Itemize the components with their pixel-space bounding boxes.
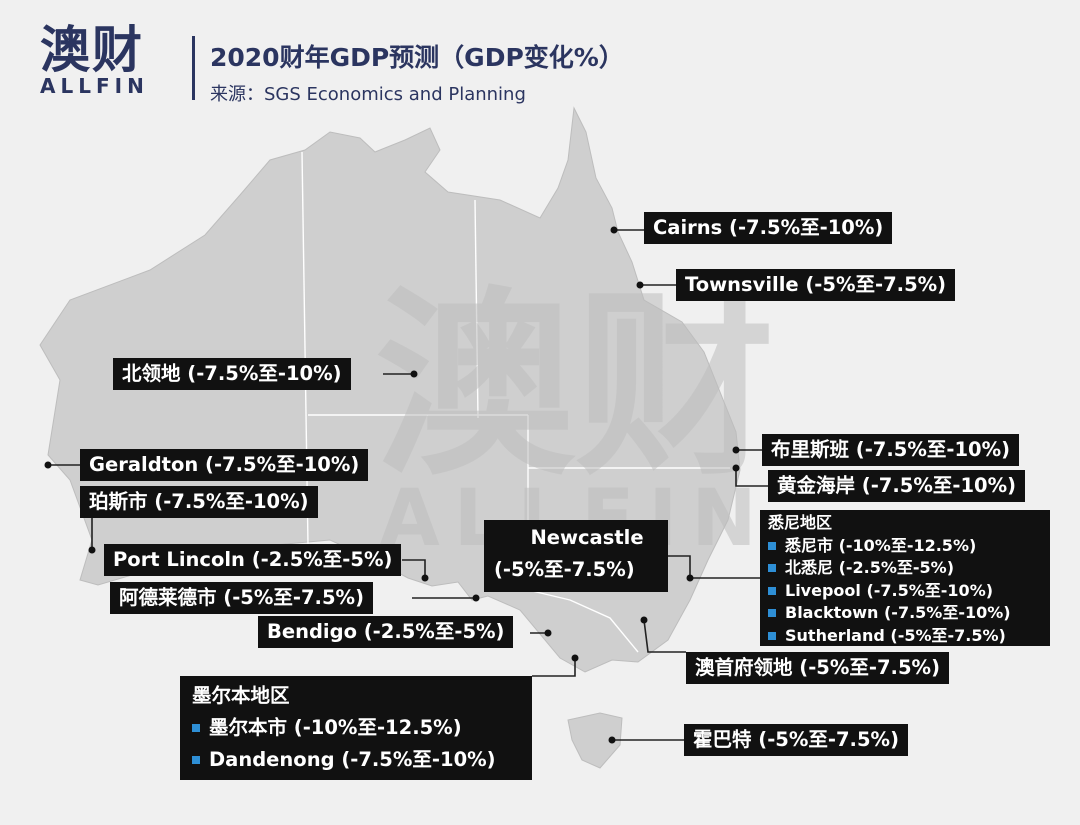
newcastle-name: Newcastle [530, 526, 644, 549]
sydney-item: Blacktown (-7.5%至-10%) [768, 602, 1042, 625]
watermark: 澳财 ALLFIN [375, 270, 775, 564]
melbourne-item-label: 墨尔本市 (-10%至-12.5%) [209, 716, 462, 739]
watermark-cn: 澳财 [375, 270, 775, 503]
brand-logo: 澳财 ALLFIN [40, 22, 165, 96]
dot-nt [410, 370, 418, 378]
melbourne-region-box: 墨尔本地区 墨尔本市 (-10%至-12.5%) Dandenong (-7.5… [180, 676, 532, 780]
label-adelaide: 阿德莱德市 (-5%至-7.5%) [110, 582, 373, 614]
dot-perth [88, 546, 96, 554]
newcastle-range: (-5%至-7.5%) [494, 558, 635, 581]
dot-brisbane [732, 446, 740, 454]
label-brisbane: 布里斯班 (-7.5%至-10%) [762, 434, 1020, 466]
sydney-item-label: Livepool (-7.5%至-10%) [785, 580, 994, 600]
dot-hobart [608, 736, 616, 744]
bullet-icon [768, 541, 776, 550]
logo-cn: 澳财 [40, 21, 144, 79]
dot-canberra [640, 616, 648, 624]
label-newcastle: Newcastle (-5%至-7.5%) [484, 520, 668, 592]
dot-adelaide [472, 594, 480, 602]
dot-portlincoln [421, 574, 429, 582]
sydney-item: Livepool (-7.5%至-10%) [768, 580, 1042, 603]
dot-melbourne [571, 654, 579, 662]
label-geraldton: Geraldton (-7.5%至-10%) [80, 449, 369, 481]
bullet-icon [768, 631, 776, 640]
dot-geraldton [44, 461, 52, 469]
label-cairns: Cairns (-7.5%至-10%) [644, 212, 893, 244]
melbourne-region-title: 墨尔本地区 [192, 684, 290, 707]
sydney-item-label: 北悉尼 (-2.5%至-5%) [785, 558, 955, 577]
city-dots [44, 226, 740, 744]
sydney-item-label: Blacktown (-7.5%至-10%) [785, 603, 1011, 622]
tasmania [567, 712, 623, 769]
dot-cairns [610, 226, 618, 234]
sydney-region-title: 悉尼地区 [768, 513, 833, 532]
sydney-item-label: Sutherland (-5%至-7.5%) [785, 625, 1006, 645]
bullet-icon [768, 564, 776, 573]
sydney-item: 悉尼市 (-10%至-12.5%) [768, 535, 1042, 558]
bullet-icon [192, 724, 200, 732]
dot-goldcoast [732, 464, 740, 472]
sydney-item: Sutherland (-5%至-7.5%) [768, 625, 1042, 648]
sydney-item-label: 悉尼市 (-10%至-12.5%) [785, 535, 977, 555]
dot-newcastle [686, 574, 694, 582]
label-townsville: Townsville (-5%至-7.5%) [676, 269, 956, 301]
label-hobart: 霍巴特 (-5%至-7.5%) [684, 724, 908, 756]
source-note: 来源：SGS Economics and Planning [210, 84, 526, 105]
bullet-icon [768, 586, 776, 595]
sydney-item: 北悉尼 (-2.5%至-5%) [768, 557, 1042, 580]
label-perth: 珀斯市 (-7.5%至-10%) [80, 486, 318, 518]
melbourne-item-label: Dandenong (-7.5%至-10%) [209, 748, 496, 771]
bullet-icon [768, 609, 776, 618]
melbourne-item: 墨尔本市 (-10%至-12.5%) [192, 712, 520, 744]
label-canberra: 澳首府领地 (-5%至-7.5%) [686, 652, 949, 684]
label-northern-territory: 北领地 (-7.5%至-10%) [113, 358, 351, 390]
page-title: 2020财年GDP预测（GDP变化%） [210, 43, 624, 72]
sydney-region-box: 悉尼地区 悉尼市 (-10%至-12.5%) 北悉尼 (-2.5%至-5%) L… [760, 510, 1050, 646]
dot-bendigo [544, 629, 552, 637]
label-bendigo: Bendigo (-2.5%至-5%) [258, 616, 514, 648]
melbourne-item: Dandenong (-7.5%至-10%) [192, 744, 520, 776]
header-divider [192, 36, 195, 100]
bullet-icon [192, 756, 200, 764]
label-gold-coast: 黄金海岸 (-7.5%至-10%) [768, 470, 1026, 502]
label-port-lincoln: Port Lincoln (-2.5%至-5%) [104, 544, 402, 576]
logo-en: ALLFIN [40, 74, 149, 98]
connectors [48, 229, 768, 741]
dot-townsville [636, 281, 644, 289]
